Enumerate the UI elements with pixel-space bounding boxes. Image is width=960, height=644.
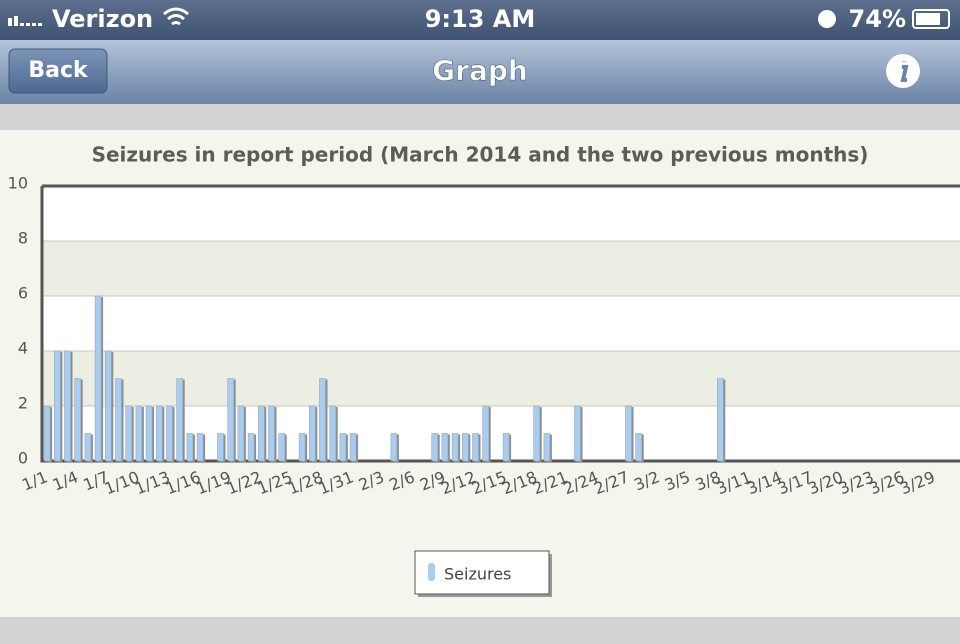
bar — [227, 378, 234, 462]
legend-box — [414, 550, 550, 595]
toolbar-strip — [0, 104, 960, 130]
bar — [53, 350, 61, 462]
info-glyph[interactable] — [900, 61, 909, 82]
bar — [115, 378, 122, 462]
bar — [441, 433, 449, 462]
bar — [308, 405, 316, 462]
plot-band — [42, 241, 960, 296]
battery-level — [916, 13, 940, 25]
bar — [247, 433, 255, 462]
battery-icon — [912, 9, 950, 29]
alarm-icon — [818, 10, 836, 28]
bar — [186, 433, 194, 462]
y-tick-label: 8 — [18, 229, 28, 248]
carrier: Verizon — [52, 5, 153, 33]
bar — [94, 295, 102, 462]
battery-percent: 74% — [849, 5, 906, 33]
bar — [156, 405, 163, 462]
back-button[interactable] — [8, 48, 108, 94]
bar — [64, 350, 71, 462]
bar — [349, 433, 357, 462]
bar — [390, 433, 398, 462]
axis — [40, 184, 960, 463]
y-tick-label: 6 — [18, 284, 28, 303]
bar — [461, 433, 469, 462]
plot-band — [42, 186, 960, 241]
legend-swatch — [428, 563, 435, 581]
bar — [145, 405, 153, 462]
bar — [217, 433, 224, 462]
status-bar — [0, 0, 960, 40]
legend-label: Seizures — [444, 565, 511, 584]
bar — [268, 405, 275, 462]
bar — [125, 405, 132, 462]
plot-band — [42, 351, 960, 406]
info-button[interactable] — [886, 54, 920, 88]
bar — [84, 433, 92, 462]
bar — [431, 433, 439, 462]
bar — [135, 405, 143, 462]
plot-band — [42, 406, 960, 461]
bar — [105, 350, 112, 462]
nav-bar — [0, 40, 960, 104]
bar — [43, 405, 51, 462]
nav-title: Graph — [432, 54, 528, 87]
wifi-icon — [163, 7, 189, 26]
bar — [482, 405, 490, 462]
clock: 9:13 AM — [425, 5, 536, 33]
bar — [543, 433, 551, 462]
bar — [319, 378, 326, 462]
bar — [451, 433, 459, 462]
bar — [635, 433, 643, 462]
bar — [574, 405, 581, 462]
bar — [176, 378, 183, 462]
bar — [625, 405, 632, 462]
plot-band — [42, 296, 960, 351]
bar — [298, 433, 306, 462]
chart-title: Seizures in report period (March 2014 an… — [92, 143, 869, 167]
bar — [502, 433, 510, 462]
bar — [237, 405, 245, 462]
bar — [74, 378, 81, 462]
y-tick-label: 4 — [18, 339, 28, 358]
bar — [716, 378, 724, 462]
back-label[interactable]: Back — [28, 58, 89, 83]
signal — [8, 16, 42, 26]
bar — [339, 433, 347, 462]
bar — [278, 433, 286, 462]
bar — [196, 433, 204, 462]
bar — [257, 405, 265, 462]
y-tick-label: 0 — [18, 449, 28, 468]
bar — [472, 433, 479, 462]
bar — [533, 405, 541, 462]
bar — [329, 405, 337, 462]
y-tick-label: 2 — [18, 394, 28, 413]
y-tick-label: 10 — [8, 174, 28, 193]
bar — [166, 405, 173, 462]
